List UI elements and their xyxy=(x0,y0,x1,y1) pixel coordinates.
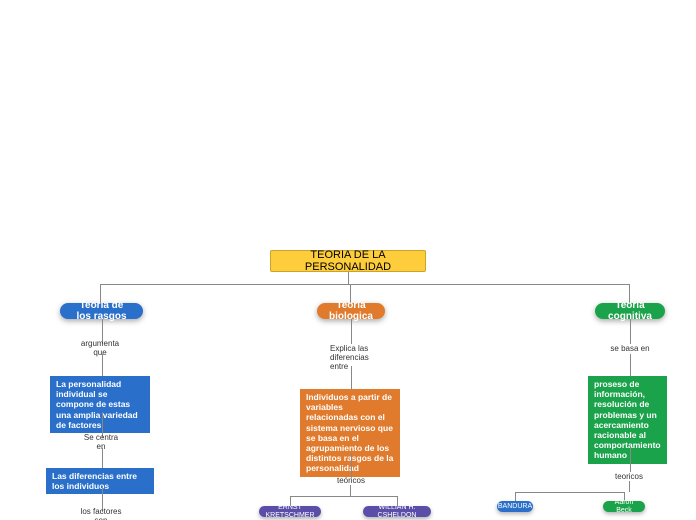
connlabel-rasgos-2: Se centra en xyxy=(80,438,122,448)
split-stem-biologica xyxy=(350,485,351,496)
box-rasgos-3: Las diferencias entre los individuos xyxy=(46,468,154,494)
leaf-cognitiva-1: Aaron Beck xyxy=(603,501,645,512)
conn-main-h xyxy=(100,284,629,285)
split-stem-cognitiva xyxy=(629,481,630,492)
diagram-canvas: TEORIA DE LA PERSONALIDAD Teoría de los r… xyxy=(0,0,696,520)
root-node: TEORIA DE LA PERSONALIDAD xyxy=(270,250,426,272)
leaf-cognitiva-0: BANDURA xyxy=(497,501,533,512)
conn-rasgos-1 xyxy=(102,354,103,376)
split-drop-cognitiva-0 xyxy=(515,492,516,501)
leaf-biologica-0: ERNST KRETSCHMER xyxy=(259,506,321,517)
branch-biologica: Teoría biologica xyxy=(317,303,385,319)
connlabel-biologica-2: teóricos xyxy=(336,476,366,486)
connlabel-biologica-0: Explica las diferencias entre xyxy=(330,344,370,366)
conn-cognitiva-1 xyxy=(630,354,631,376)
conn-cognitiva-0 xyxy=(630,319,631,344)
box-biologica-1: Individuos a partir de variables relacio… xyxy=(300,389,400,477)
split-h-biologica xyxy=(290,496,397,497)
branch-cognitiva: Teoría cognitiva xyxy=(595,303,665,319)
conn-biologica-0 xyxy=(351,319,352,344)
branch-rasgos: Teoría de los rasgos xyxy=(60,303,143,319)
conn-rasgos-3 xyxy=(102,448,103,468)
conn-biologica-2 xyxy=(351,453,352,476)
connlabel-rasgos-4: los factores son xyxy=(75,512,127,520)
conn-root-down xyxy=(348,272,349,284)
box-cognitiva-1: proseso de información, resolución de pr… xyxy=(588,376,667,464)
connlabel-rasgos-0: argumenta que xyxy=(75,344,125,354)
leaf-biologica-1: WILLIAN H. CSHELDON xyxy=(363,506,431,517)
box-rasgos-1: La personalidad individual se compone de… xyxy=(50,376,150,433)
split-h-cognitiva xyxy=(515,492,624,493)
conn-cognitiva-2 xyxy=(630,446,631,472)
connlabel-cognitiva-0: se basa en xyxy=(610,344,650,354)
conn-biologica-1 xyxy=(351,366,352,389)
